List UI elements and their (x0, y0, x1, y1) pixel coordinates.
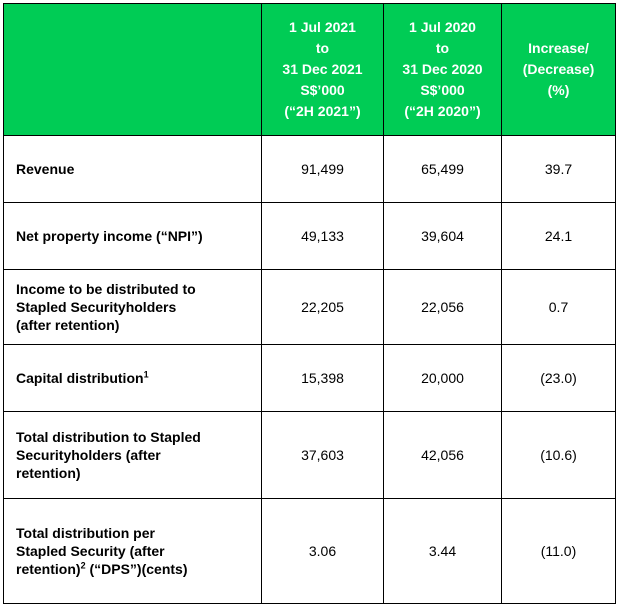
value-2h-2020: 65,499 (383, 135, 502, 203)
row-label: Total distribution per Stapled Security … (3, 498, 262, 604)
row-label: Revenue (3, 135, 262, 203)
row-label-fragment: retention) (16, 561, 81, 577)
row-label-line: (after retention) (16, 317, 120, 333)
value-2h-2021: 22,205 (261, 269, 384, 345)
row-label-line: Stapled Security (after (16, 543, 165, 559)
row-label-line: Net property income (“NPI”) (16, 228, 203, 244)
row-label: Total distribution to Stapled Securityho… (3, 411, 262, 499)
value-change: (23.0) (501, 344, 616, 412)
row-label-line: Total distribution per (16, 525, 155, 541)
header-2h-2021-line: S$’000 (300, 82, 345, 98)
row-label-line: Capital distribution (16, 370, 144, 386)
row-label-line: Securityholders (after (16, 447, 161, 463)
header-2h-2020-line: to (435, 40, 450, 56)
header-2h-2020-line: (“2H 2020”) (404, 103, 481, 119)
header-change-pct: Increase/ (Decrease) (%) (501, 3, 616, 136)
value-2h-2020: 20,000 (383, 344, 502, 412)
row-label-fragment: (“DPS”)(cents) (85, 561, 188, 577)
row-label-line: Stapled Securityholders (16, 299, 177, 315)
value-change: 24.1 (501, 202, 616, 270)
header-2h-2020-line: 31 Dec 2020 (402, 61, 483, 77)
table-row-npi: Net property income (“NPI”) 49,133 39,60… (3, 202, 616, 270)
header-2h-2021-line: (“2H 2021”) (284, 103, 361, 119)
table-row-dps: Total distribution per Stapled Security … (3, 498, 616, 604)
value-2h-2021: 91,499 (261, 135, 384, 203)
row-label-line: retention)2 (“DPS”)(cents) (16, 560, 255, 578)
header-change-line: Increase/ (528, 40, 589, 56)
value-2h-2021: 49,133 (261, 202, 384, 270)
value-change: 39.7 (501, 135, 616, 203)
header-2h-2021-line: to (315, 40, 330, 56)
row-label-line: Revenue (16, 161, 75, 177)
value-2h-2020: 39,604 (383, 202, 502, 270)
value-2h-2021: 15,398 (261, 344, 384, 412)
header-2h-2020-line: 1 Jul 2020 (409, 19, 476, 35)
header-2h-2021-line: 1 Jul 2021 (289, 19, 356, 35)
table-row-revenue: Revenue 91,499 65,499 39.7 (3, 135, 616, 203)
footnote-marker: 2 (80, 560, 86, 571)
row-label-line: retention) (16, 465, 81, 481)
row-label: Capital distribution1 (3, 344, 262, 412)
header-blank-cell (3, 3, 262, 136)
header-change-line: (%) (547, 82, 570, 98)
header-2h-2021: 1 Jul 2021 to 31 Dec 2021 S$’000 (“2H 20… (261, 3, 384, 136)
financial-summary-table: 1 Jul 2021 to 31 Dec 2021 S$’000 (“2H 20… (3, 3, 616, 604)
header-row: 1 Jul 2021 to 31 Dec 2021 S$’000 (“2H 20… (3, 3, 616, 136)
value-change: 0.7 (501, 269, 616, 345)
table-row-capital-distribution: Capital distribution1 15,398 20,000 (23.… (3, 344, 616, 412)
value-2h-2020: 42,056 (383, 411, 502, 499)
header-2h-2020-line: S$’000 (420, 82, 465, 98)
row-label-line: Income to be distributed to (16, 281, 196, 297)
value-2h-2021: 37,603 (261, 411, 384, 499)
footnote-marker: 1 (143, 369, 149, 380)
header-change-line: (Decrease) (522, 61, 595, 77)
value-2h-2020: 22,056 (383, 269, 502, 345)
table-row-total-distribution: Total distribution to Stapled Securityho… (3, 411, 616, 499)
value-2h-2020: 3.44 (383, 498, 502, 604)
row-label: Net property income (“NPI”) (3, 202, 262, 270)
table-row-income-distributed: Income to be distributed to Stapled Secu… (3, 269, 616, 345)
value-change: (11.0) (501, 498, 616, 604)
value-2h-2021: 3.06 (261, 498, 384, 604)
row-label-line: Total distribution to Stapled (16, 429, 201, 445)
header-2h-2020: 1 Jul 2020 to 31 Dec 2020 S$’000 (“2H 20… (383, 3, 502, 136)
header-2h-2021-line: 31 Dec 2021 (282, 61, 363, 77)
value-change: (10.6) (501, 411, 616, 499)
row-label: Income to be distributed to Stapled Secu… (3, 269, 262, 345)
